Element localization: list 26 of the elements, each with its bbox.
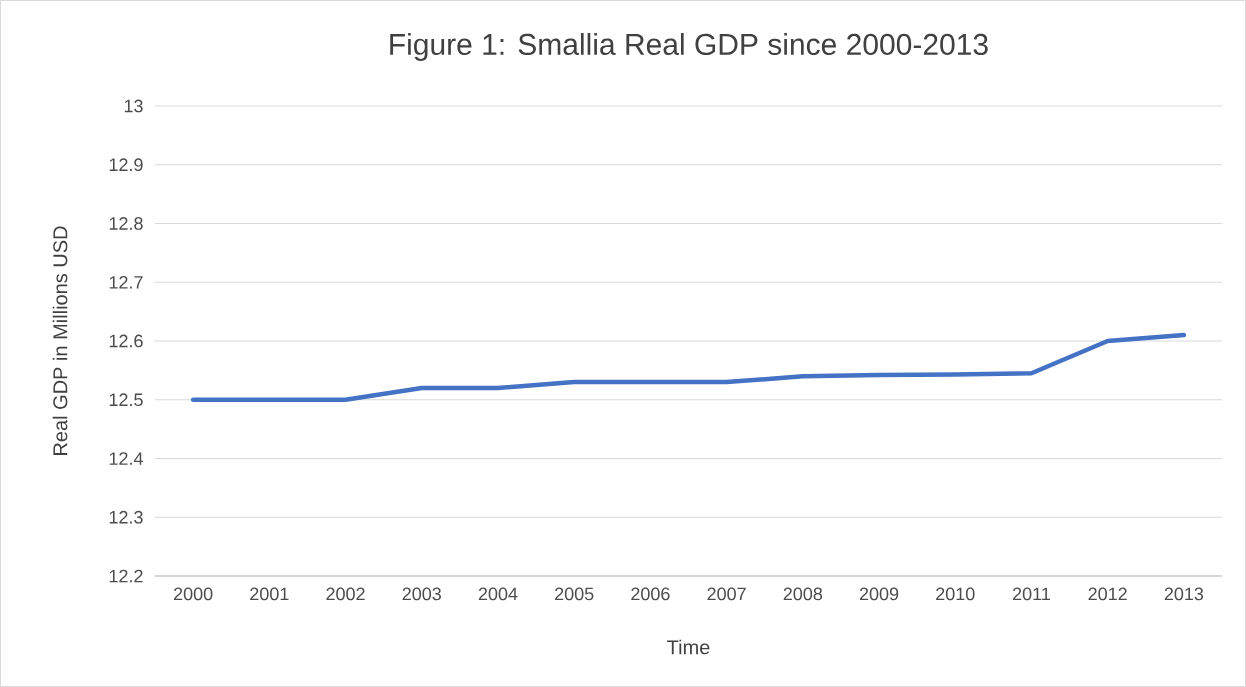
x-tick-label: 2013 <box>1164 587 1204 601</box>
x-tick-label: 2009 <box>859 587 899 601</box>
x-tick-label: 2012 <box>1088 587 1127 601</box>
x-tick-label: 2006 <box>631 587 670 601</box>
x-tick-label: 2004 <box>478 587 518 601</box>
x-tick-label: 2001 <box>250 587 289 601</box>
x-tick-label: 2007 <box>707 587 746 601</box>
x-tick-label: 2011 <box>1013 587 1050 601</box>
x-tick-label: 2008 <box>783 587 823 601</box>
x-axis-title: Time <box>667 639 710 655</box>
x-tick-label: 2000 <box>174 587 213 601</box>
y-tick-label: 12.7 <box>109 275 143 289</box>
y-axis-title: Real GDP in Millions USD <box>52 226 68 455</box>
x-tick-label: 2003 <box>402 587 441 601</box>
y-tick-label: 12.9 <box>109 158 143 172</box>
y-tick-label: 12.4 <box>109 452 143 465</box>
y-tick-label: 12.2 <box>109 569 143 583</box>
chart-title: Figure 1: Smallia Real GDP since 2000-2013 <box>390 33 988 61</box>
y-tick-label: 12.3 <box>109 510 143 524</box>
y-tick-label: 12.8 <box>109 217 143 230</box>
y-tick-label: 12.6 <box>109 334 143 348</box>
y-tick-label: 12.5 <box>109 393 143 407</box>
x-tick-label: 2002 <box>326 587 365 601</box>
x-tick-label: 2005 <box>555 587 594 601</box>
y-tick-label: 13 <box>124 99 143 113</box>
x-tick-label: 2010 <box>936 587 975 601</box>
